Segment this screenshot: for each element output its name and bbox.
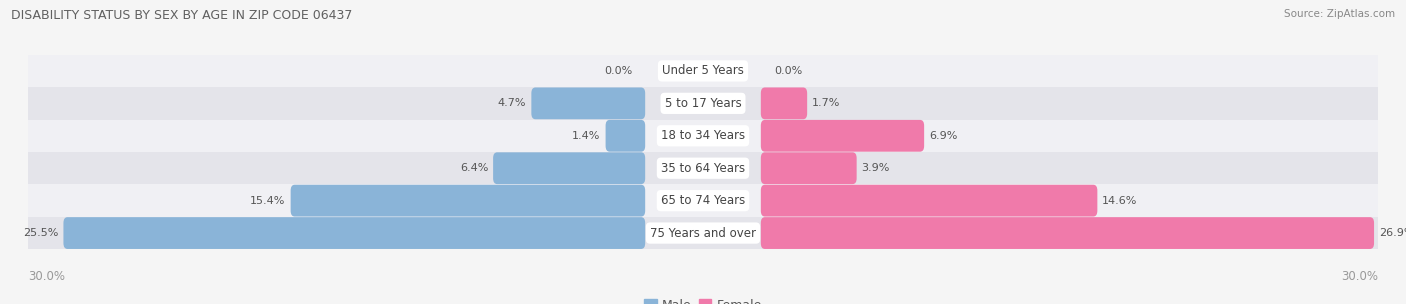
Bar [28,217,1378,249]
Text: Source: ZipAtlas.com: Source: ZipAtlas.com [1284,9,1395,19]
FancyBboxPatch shape [606,120,645,152]
Text: 35 to 64 Years: 35 to 64 Years [661,162,745,175]
Text: DISABILITY STATUS BY SEX BY AGE IN ZIP CODE 06437: DISABILITY STATUS BY SEX BY AGE IN ZIP C… [11,9,353,22]
Text: 0.0%: 0.0% [605,66,633,76]
Bar [28,55,1378,87]
Text: 6.9%: 6.9% [929,131,957,141]
Text: 1.7%: 1.7% [813,98,841,108]
Text: 14.6%: 14.6% [1102,196,1137,206]
Text: 1.4%: 1.4% [572,131,600,141]
FancyBboxPatch shape [531,88,645,119]
Text: Under 5 Years: Under 5 Years [662,64,744,78]
Text: 30.0%: 30.0% [1341,270,1378,283]
Text: 25.5%: 25.5% [22,228,59,238]
Bar [28,185,1378,217]
Text: 0.0%: 0.0% [773,66,801,76]
Text: 6.4%: 6.4% [460,163,488,173]
Bar [28,152,1378,185]
FancyBboxPatch shape [494,152,645,184]
Text: 15.4%: 15.4% [250,196,285,206]
Text: 26.9%: 26.9% [1379,228,1406,238]
Text: 18 to 34 Years: 18 to 34 Years [661,129,745,142]
FancyBboxPatch shape [63,217,645,249]
Text: 65 to 74 Years: 65 to 74 Years [661,194,745,207]
Text: 75 Years and over: 75 Years and over [650,226,756,240]
FancyBboxPatch shape [761,88,807,119]
Text: 4.7%: 4.7% [498,98,526,108]
Text: 3.9%: 3.9% [862,163,890,173]
Text: 30.0%: 30.0% [28,270,65,283]
Text: 5 to 17 Years: 5 to 17 Years [665,97,741,110]
Bar [28,119,1378,152]
FancyBboxPatch shape [761,120,924,152]
Legend: Male, Female: Male, Female [640,294,766,304]
FancyBboxPatch shape [761,185,1097,216]
FancyBboxPatch shape [761,152,856,184]
Bar [28,87,1378,119]
FancyBboxPatch shape [291,185,645,216]
FancyBboxPatch shape [761,217,1374,249]
